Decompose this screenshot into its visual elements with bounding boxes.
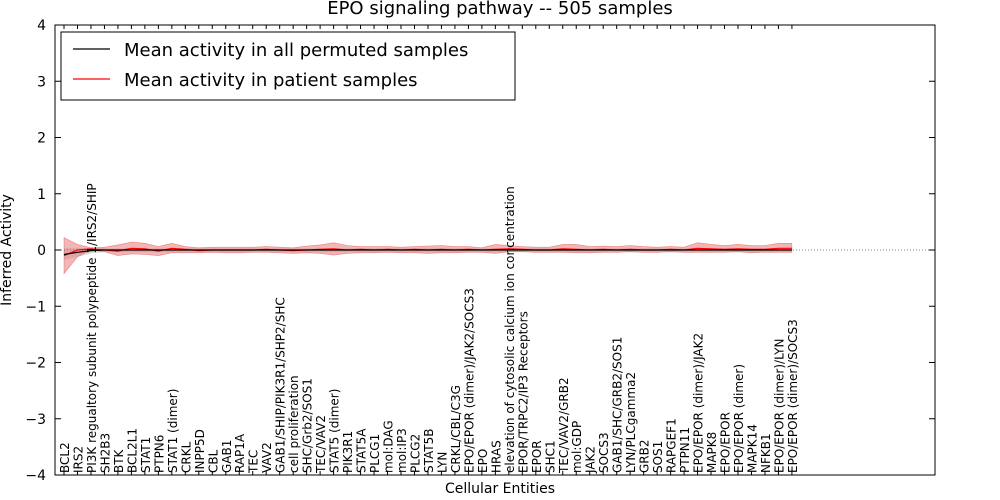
y-tick-label: 4 <box>37 18 46 34</box>
x-tick-label: GAB1 <box>220 440 234 473</box>
y-axis-label: Inferred Activity <box>0 194 15 306</box>
x-tick-label: NFKB1 <box>759 433 773 473</box>
x-tick-label: PLCG1 <box>368 434 382 473</box>
legend-label-permuted: Mean activity in all permuted samples <box>124 40 468 61</box>
x-tick-label: EPOR <box>530 440 544 473</box>
x-tick-label: SOS1 <box>651 441 665 473</box>
x-tick-label: RAPGEF1 <box>665 418 679 473</box>
y-tick-label: −2 <box>25 356 46 372</box>
legend: Mean activity in all permuted samples Me… <box>60 31 516 101</box>
x-tick-label: EPO/EPOR (dimer)/SOCS3 <box>786 319 800 473</box>
x-tick-label: PTPN6 <box>152 435 166 473</box>
x-tick-label: MAPK8 <box>705 432 719 473</box>
plot-area <box>55 237 935 275</box>
x-tick-label: TEC <box>247 450 261 474</box>
x-tick-label: mol:IP3 <box>395 428 409 473</box>
legend-box <box>60 31 516 101</box>
x-tick-label: elevation of cytosolic calcium ion conce… <box>503 186 517 473</box>
x-tick-label: mol:GDP <box>570 421 584 473</box>
x-tick-label: EPO <box>476 449 490 473</box>
x-tick-label: TEC/VAV2/GRB2 <box>557 377 571 474</box>
x-tick-label: BTK <box>112 448 126 473</box>
x-tick-label: RAP1A <box>233 433 247 473</box>
x-tick-label: VAV2 <box>260 442 274 473</box>
y-tick-label: 0 <box>37 243 46 259</box>
legend-label-patient: Mean activity in patient samples <box>124 70 418 91</box>
x-tick-label: EPO/EPOR (dimer)/LYN <box>772 339 786 473</box>
x-tick-label: CRKL/CBL/C3G <box>449 385 463 473</box>
x-tick-label: PIK3R1 <box>341 431 355 473</box>
x-tick-label: cell proliferation <box>287 375 301 473</box>
x-tick-label: IRS2 <box>71 446 85 473</box>
x-tick-label: STAT1 (dimer) <box>166 389 180 473</box>
x-tick-label: INPP5D <box>193 429 207 473</box>
x-tick-label: EPOR/TRPC2/IP3 Receptors <box>516 311 530 473</box>
x-tick-label: SOCS3 <box>597 432 611 473</box>
x-tick-label: SHC/Grb2/SOS1 <box>301 378 315 473</box>
x-tick-label: BCL2 <box>58 442 72 473</box>
x-tick-label: SH2B3 <box>98 433 112 473</box>
x-tick-label: MAPK14 <box>745 424 759 473</box>
x-tick-label: STAT5A <box>355 428 369 473</box>
x-tick-label: STAT1 <box>139 437 153 473</box>
x-tick-label: JAK2 <box>584 446 598 474</box>
x-tick-label: SHC1 <box>543 440 557 473</box>
chart-title: EPO signaling pathway -- 505 samples <box>327 0 673 19</box>
x-tick-label: GRB2 <box>638 439 652 473</box>
x-tick-label: EPO/EPOR <box>719 412 733 473</box>
band-series-1 <box>63 237 793 275</box>
x-tick-label: PI3K regualtory subunit polypeptide 1/IR… <box>85 183 99 473</box>
x-tick-label: LYN <box>435 452 449 473</box>
line-series-0 <box>63 249 792 256</box>
y-tick-label: −1 <box>25 299 46 315</box>
x-axis-label: Cellular Entities <box>445 481 555 497</box>
x-tick-label: EPO/EPOR (dimer)/JAK2/SOCS3 <box>462 288 476 473</box>
x-tick-label: STAT5B <box>422 429 436 474</box>
x-tick-label: GAB1/SHIP/PIK3R1/SHP2/SHC <box>274 297 288 473</box>
y-tick-label: −3 <box>25 412 46 428</box>
x-tick-label: TEC/VAV2 <box>314 415 328 474</box>
y-tick-label: −4 <box>25 468 46 484</box>
y-tick-label: 1 <box>37 187 46 203</box>
x-tick-label: EPO/EPOR (dimer) <box>732 364 746 473</box>
x-tick-label: EPO/EPOR (dimer)/JAK2 <box>692 333 706 473</box>
x-tick-label: STAT5 (dimer) <box>328 389 342 473</box>
x-tick-label: mol:DAG <box>382 420 396 473</box>
x-tick-label: CBL <box>206 449 220 473</box>
x-axis: BCL2 IRS2 PI3K regualtory subunit polypept… <box>58 25 800 475</box>
x-tick-label: GAB1/SHC/GRB2/SOS1 <box>611 337 625 473</box>
y-tick-label: 2 <box>37 131 46 147</box>
y-axis: 4 3 2 1 0 −1 −2 −3 −4 <box>25 18 935 484</box>
x-tick-label: PTPN11 <box>678 427 692 473</box>
x-tick-label: LYN/PLCgamma2 <box>624 372 638 473</box>
x-tick-label: CRKL <box>179 441 193 473</box>
x-tick-label: HRAS <box>489 440 503 473</box>
x-tick-label: BCL2L1 <box>125 428 139 473</box>
x-tick-label: PLCG2 <box>408 434 422 473</box>
y-tick-label: 3 <box>37 74 46 90</box>
